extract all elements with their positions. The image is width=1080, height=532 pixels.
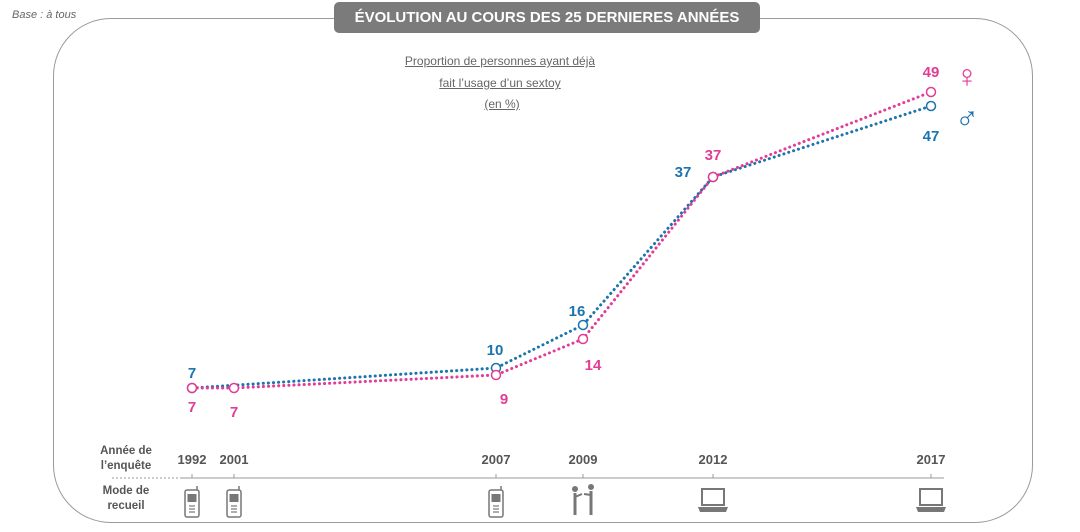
female-point [490, 369, 502, 381]
x-tick-label: 2009 [568, 452, 598, 467]
year-row-label-line-1: Année de [100, 445, 152, 457]
male-data-label: 10 [487, 342, 504, 359]
x-tick-label: 1992 [177, 452, 207, 467]
mode-row-label-line-1: Mode de [102, 485, 150, 497]
face-to-face-icon [572, 484, 594, 515]
title-banner: ÉVOLUTION AU COURS DES 25 DERNIERES ANNÉ… [334, 2, 760, 33]
mode-row-label-line-2: recueil [107, 500, 145, 512]
female-point [577, 333, 589, 345]
phone-icon [226, 486, 242, 518]
female-data-label: 9 [500, 391, 508, 408]
female-point [925, 86, 937, 98]
male-data-label: 37 [675, 164, 692, 181]
male-point [925, 100, 937, 112]
male-data-label: 7 [188, 365, 196, 382]
phone-icon [488, 486, 504, 518]
x-tick-label: 2017 [916, 452, 946, 467]
x-tick-label: 2007 [481, 452, 511, 467]
phone-icon [184, 486, 200, 518]
male-series-line [190, 104, 933, 390]
chart-subtitle: Proportion de personnes ayant déjà fait … [350, 50, 650, 94]
female-point [186, 382, 198, 394]
female-data-label: 37 [705, 147, 722, 164]
male-data-label: 47 [923, 128, 940, 145]
male-symbol-icon: ♂ [955, 99, 979, 135]
male-point [577, 319, 589, 331]
female-data-label: 7 [188, 399, 196, 416]
female-point [707, 171, 719, 183]
laptop-icon [916, 488, 946, 512]
female-series-line [190, 90, 933, 390]
x-tick-label: 2001 [219, 452, 249, 467]
base-note: Base : à tous [12, 9, 77, 21]
female-data-label: 49 [923, 64, 940, 81]
female-point [228, 382, 240, 394]
female-data-label: 14 [585, 357, 602, 374]
year-row-label-line-2: l’enquête [100, 460, 152, 472]
male-data-label: 16 [569, 303, 586, 320]
female-symbol-icon: ♀ [955, 58, 979, 94]
laptop-icon [698, 488, 728, 512]
x-tick-label: 2012 [698, 452, 728, 467]
subtitle-line-2: fait l’usage d’un sextoy [439, 76, 561, 90]
mode-row-label: Mode de recueil [86, 484, 166, 514]
year-row-label: Année de l’enquête [86, 444, 166, 474]
female-data-label: 7 [230, 404, 238, 421]
subtitle-line-1: Proportion de personnes ayant déjà [404, 54, 596, 68]
unit-label: (en %) [484, 97, 520, 111]
